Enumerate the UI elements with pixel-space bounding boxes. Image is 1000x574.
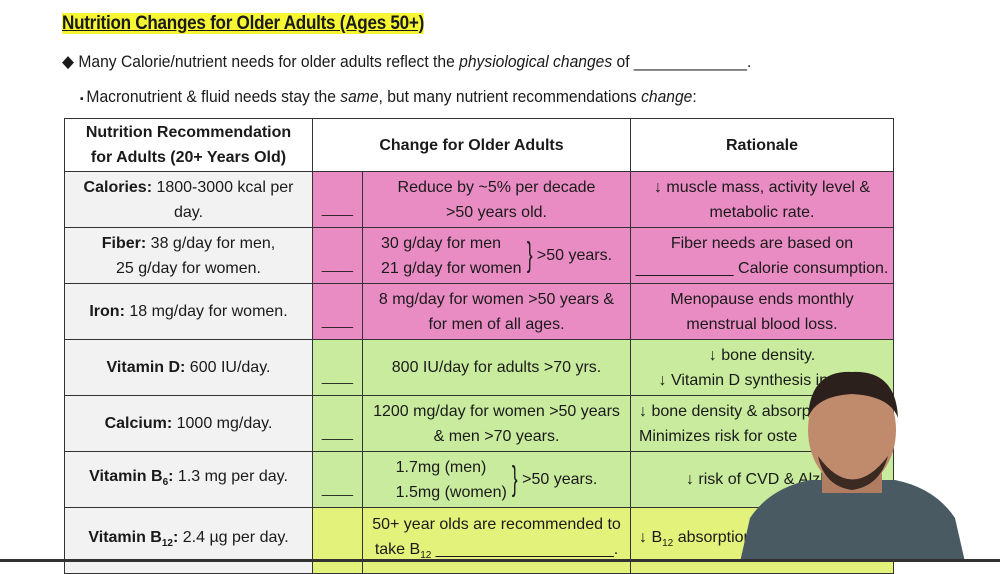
table-header: Nutrition Recommendation for Adults (20+ … [64, 118, 894, 172]
nutrition-table: Nutrition Recommendation for Adults (20+ … [64, 118, 894, 574]
video-bottom-bar [0, 559, 1000, 562]
table-row-iron: Iron: 18 mg/day for women. ____ 8 mg/day… [64, 283, 894, 340]
answer-blank: ____ [312, 451, 363, 508]
answer-blank: ____ [312, 507, 363, 574]
brace-icon: } [526, 236, 533, 274]
table-row-vitamin-d: Vitamin D: 600 IU/day. ____ 800 IU/day f… [64, 339, 894, 396]
header-recommendation: Nutrition Recommendation for Adults (20+ … [64, 118, 313, 172]
small-bullet-icon: ▪ [80, 93, 87, 105]
answer-blank: ____ [312, 283, 363, 340]
answer-blank: ____ [312, 339, 363, 396]
bullet-physiological: ◆ Many Calorie/nutrient needs for older … [62, 52, 752, 71]
table-row-calories: Calories: 1800-3000 kcal per day. ____ R… [64, 171, 894, 228]
table-row-fiber: Fiber: 38 g/day for men, 25 g/day for wom… [64, 227, 894, 284]
presenter-hair [808, 371, 898, 418]
presenter-face [808, 372, 896, 488]
header-rationale: Rationale [630, 118, 894, 172]
bullet-macronutrient: ▪ Macronutrient & fluid needs stay the s… [80, 87, 697, 106]
diamond-bullet-icon: ◆ [62, 52, 79, 71]
presenter-video [740, 371, 965, 562]
answer-blank: ____ [312, 395, 363, 452]
header-change: Change for Older Adults [312, 118, 631, 172]
presenter-shirt [740, 480, 965, 562]
answer-blank: ____ [312, 227, 363, 284]
slide-title: Nutrition Changes for Older Adults (Ages… [62, 13, 425, 34]
answer-blank: ____ [312, 171, 363, 228]
brace-icon: } [511, 460, 518, 498]
